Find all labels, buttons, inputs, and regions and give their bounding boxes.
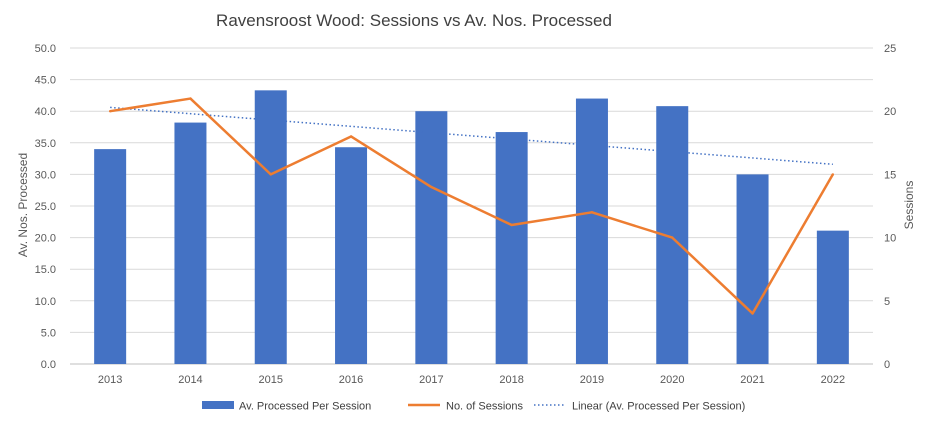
right-axis-ticks: 0 5 10 15 20 25 (884, 43, 896, 371)
legend-label-trendline: Linear (Av. Processed Per Session) (572, 401, 745, 413)
x-tick-label: 2020 (660, 374, 684, 386)
x-tick-label: 2013 (98, 374, 122, 386)
left-tick-label: 45.0 (35, 75, 56, 87)
left-tick-label: 15.0 (35, 264, 56, 276)
sessions-point (671, 236, 674, 239)
trendline (110, 106, 833, 166)
x-tick-label: 2022 (821, 374, 845, 386)
bar (736, 174, 769, 364)
left-axis-ticks: 0.0 5.0 10.0 15.0 20.0 25.0 30.0 35.0 40.0 45.0 50… (35, 43, 56, 371)
left-tick-label: 40.0 (35, 106, 56, 118)
sessions-point (349, 135, 353, 138)
bar (254, 90, 287, 365)
x-tick-label: 2018 (499, 374, 523, 386)
x-tick-label: 2017 (419, 374, 443, 386)
right-tick-label: 0 (884, 359, 890, 371)
right-tick-label: 5 (884, 296, 890, 308)
left-tick-label: 30.0 (35, 169, 56, 181)
sessions-line-series (108, 97, 835, 315)
sessions-point (510, 223, 513, 227)
legend-label-line: No. of Sessions (446, 401, 524, 413)
x-tick-label: 2016 (339, 374, 363, 386)
left-tick-label: 5.0 (41, 327, 56, 339)
right-axis-title: Sessions (902, 181, 916, 230)
right-tick-label: 10 (884, 233, 896, 245)
bar (816, 230, 849, 364)
sessions-point (751, 312, 754, 315)
bar (94, 149, 127, 364)
chart-title: Ravensroost Wood: Sessions vs Av. Nos. P… (216, 11, 612, 30)
sessions-point (269, 173, 272, 176)
legend-swatch-bar (202, 401, 234, 409)
left-tick-label: 10.0 (35, 296, 56, 308)
x-tick-label: 2015 (259, 374, 283, 386)
sessions-point (831, 173, 835, 176)
right-tick-label: 15 (884, 169, 896, 181)
bar (335, 147, 368, 364)
left-tick-label: 0.0 (41, 359, 56, 371)
x-tick-label: 2014 (178, 374, 202, 386)
bar (495, 132, 528, 364)
sessions-point (430, 185, 433, 189)
bar (415, 111, 448, 364)
legend-label-bar: Av. Processed Per Session (239, 401, 371, 413)
x-tick-label: 2019 (580, 374, 604, 386)
trendline-series (110, 106, 833, 166)
legend: Av. Processed Per Session No. of Sessions… (202, 401, 745, 413)
left-tick-label: 50.0 (35, 43, 56, 55)
left-tick-label: 25.0 (35, 201, 56, 213)
x-axis-ticks: 2013 2014 2015 2016 2017 2018 2019 2020 2021 2022 (98, 374, 845, 386)
sessions-point (189, 97, 192, 100)
sessions-point (108, 110, 112, 113)
bar-series (94, 90, 849, 365)
sessions-line (109, 97, 834, 315)
left-tick-label: 35.0 (35, 138, 56, 150)
sessions-point (590, 211, 594, 214)
x-tick-label: 2021 (740, 374, 764, 386)
bar (575, 98, 608, 364)
left-axis-title: Av. Nos. Processed (16, 153, 30, 257)
bar (174, 122, 207, 365)
right-tick-label: 20 (884, 106, 896, 118)
right-tick-label: 25 (884, 43, 896, 55)
left-tick-label: 20.0 (35, 233, 56, 245)
